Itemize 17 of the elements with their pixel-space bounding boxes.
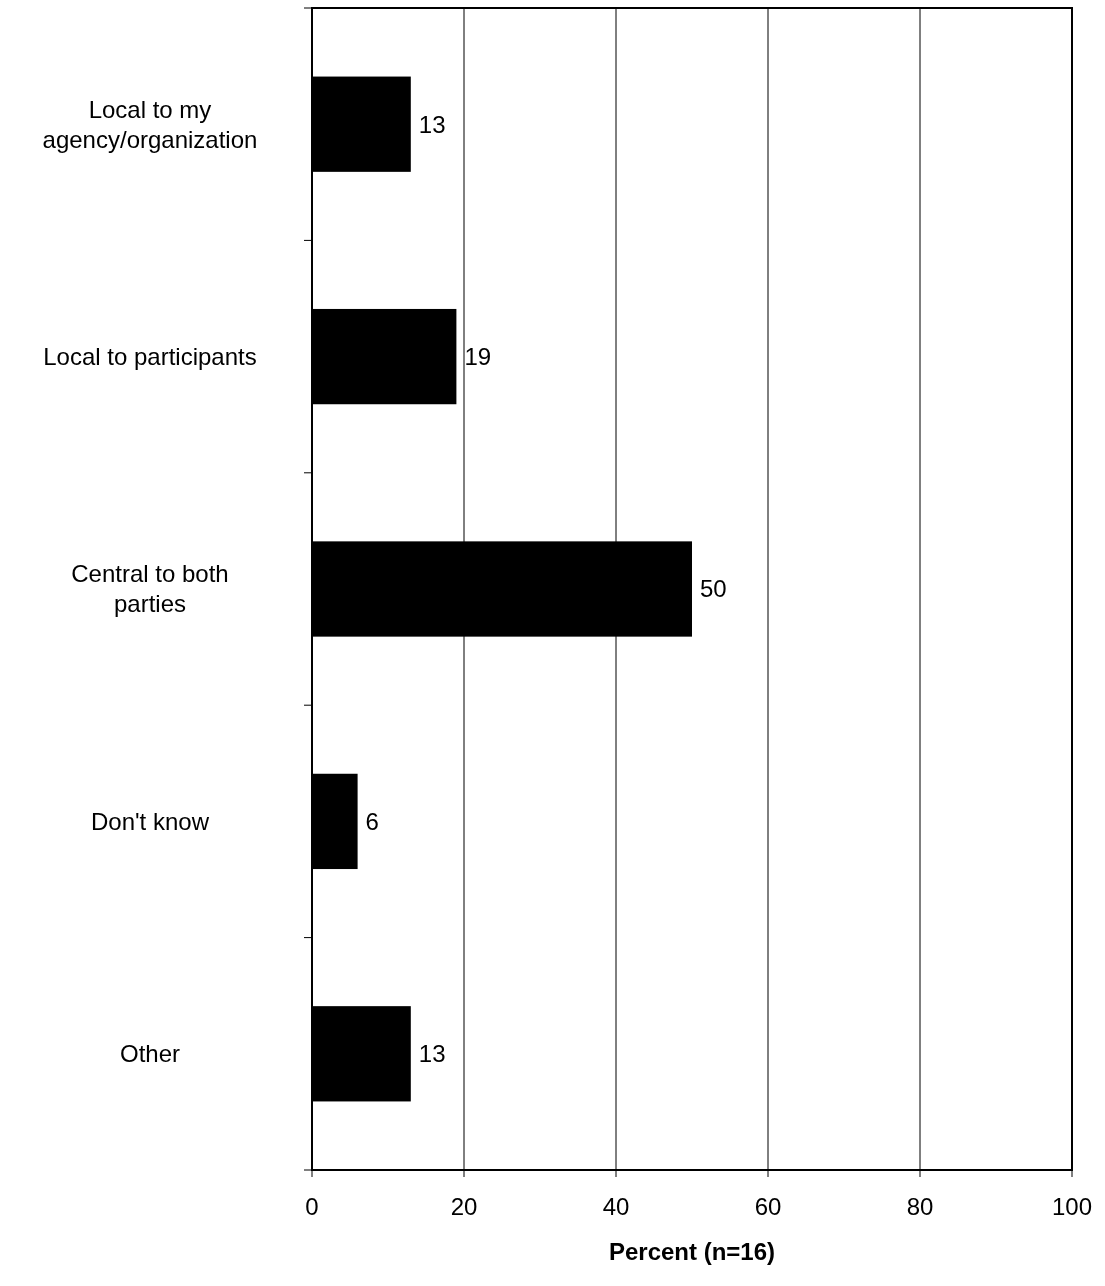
y-tick-label: Local to my agency/organization xyxy=(42,95,258,153)
x-tick-label: 80 xyxy=(906,1193,934,1220)
y-tick-label: Don't know xyxy=(91,807,210,835)
y-tick-label: Other xyxy=(119,1040,181,1068)
data-label: 50 xyxy=(700,575,727,603)
x-tick-label: 40 xyxy=(602,1193,630,1220)
y-tick-label: Local to participants xyxy=(43,343,257,370)
x-tick-label: 100 xyxy=(1051,1193,1093,1220)
x-tick-label: 60 xyxy=(754,1193,782,1220)
data-label: 19 xyxy=(464,343,492,370)
x-axis-title: Percent (n=16) xyxy=(608,1238,776,1265)
data-label: 13 xyxy=(418,110,446,138)
data-label: 13 xyxy=(418,1040,446,1068)
x-tick-label: 0 xyxy=(305,1193,319,1220)
x-tick-label: 20 xyxy=(450,1193,478,1220)
y-tick-label: Central to both parties xyxy=(71,560,229,618)
data-label: 6 xyxy=(365,807,379,835)
